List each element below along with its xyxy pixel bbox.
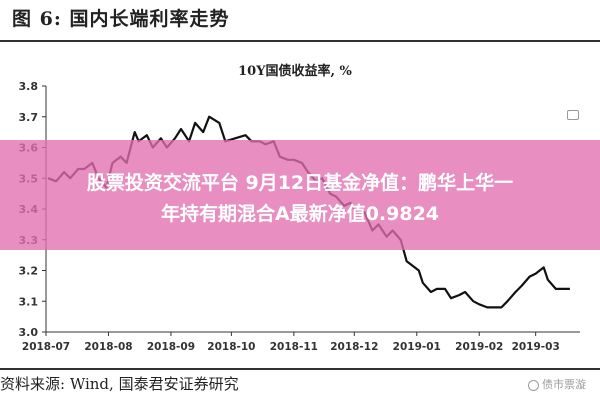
y-tick-label: 3.1: [19, 295, 39, 308]
headline-banner: [0, 140, 600, 250]
headline-text: 股票投资交流平台 9月12日基金净值：鹏华上华一 年持有期混合A最新净值0.98…: [0, 168, 600, 230]
figure-title: 图 6: 国内长端利率走势: [12, 8, 230, 30]
x-tick-label: 2019-03: [512, 341, 560, 353]
source-note: 资料来源: Wind, 国泰君安证券研究: [0, 375, 239, 393]
bottom-rule: [0, 368, 600, 370]
watermark: 债市票漩: [528, 376, 586, 392]
y-tick-label: 3.0: [19, 326, 39, 339]
x-tick-labels: 2018-07 2018-08 2018-09 2018-10 2018-11 2018-…: [22, 332, 560, 353]
watermark-logo-icon: [528, 379, 539, 391]
y-tick-label: 3.2: [19, 265, 39, 278]
x-tick-label: 2018-12: [330, 341, 378, 353]
chart-title: 10Y国债收益率, %: [238, 63, 352, 79]
x-tick-label: 2019-01: [393, 341, 441, 353]
y-tick-label: 3.7: [19, 111, 39, 124]
x-tick-label: 2018-09: [147, 341, 195, 353]
y-tick-label: 3.8: [19, 80, 39, 93]
x-tick-label: 2018-11: [270, 341, 318, 353]
headline-line-1: 股票投资交流平台 9月12日基金净值：鹏华上华一: [86, 172, 514, 194]
x-tick-label: 2018-08: [84, 341, 132, 353]
x-tick-label: 2019-02: [455, 341, 503, 353]
x-tick-label: 2018-10: [207, 341, 255, 353]
top-rule: [0, 40, 600, 42]
headline-line-2: 年持有期混合A最新净值0.9824: [160, 203, 440, 225]
watermark-text: 债市票漩: [542, 378, 586, 391]
x-tick-label: 2018-07: [22, 341, 70, 353]
chart-corner-icon: [567, 110, 579, 120]
